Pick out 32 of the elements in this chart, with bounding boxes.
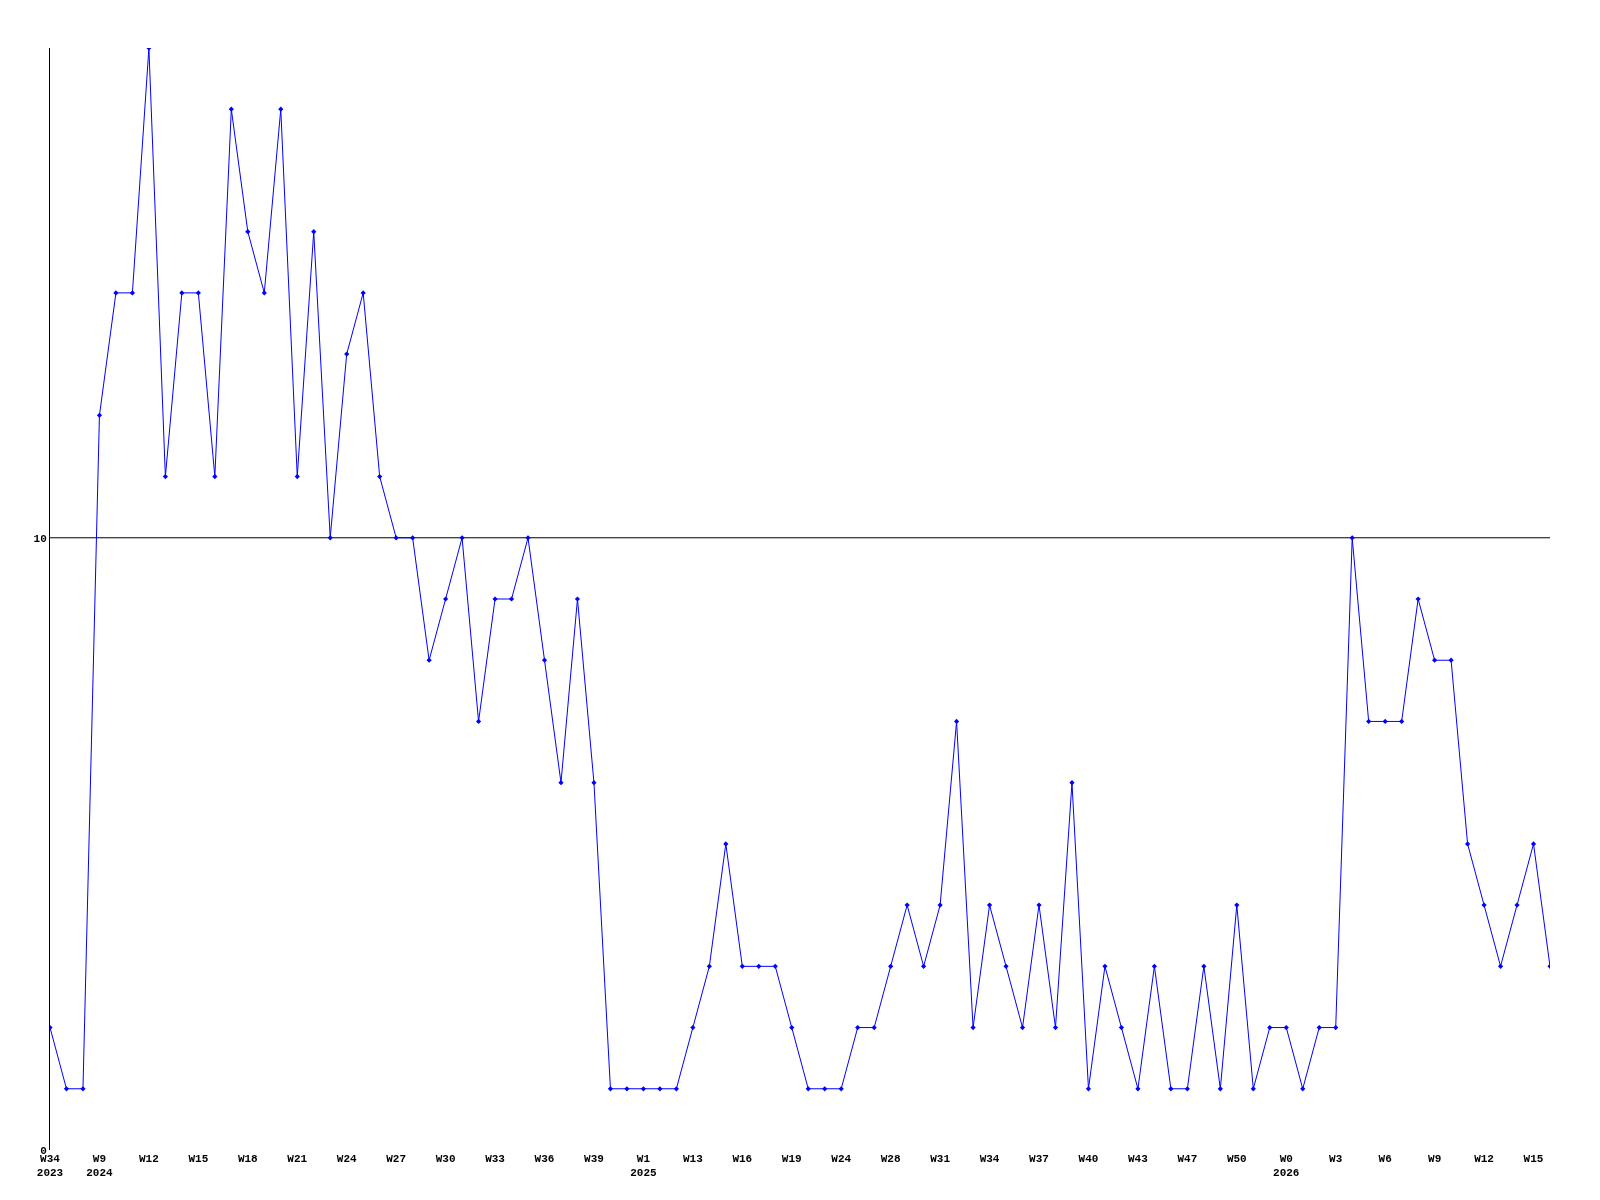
x-tick-label: W24 [336, 1153, 357, 1165]
x-tick-label: W39 [584, 1153, 604, 1165]
x-tick-label: W19 [781, 1153, 802, 1165]
x-tick-label: W3 [1329, 1153, 1343, 1165]
x-tick-label: W18 [237, 1153, 259, 1165]
x-tick-label: W27 [386, 1153, 407, 1165]
x-tick-label: W40 [1078, 1153, 1099, 1165]
x-tick-label: W34 2023 [36, 1153, 64, 1180]
x-tick-label: W36 [534, 1153, 555, 1165]
x-tick-label: W43 [1128, 1153, 1149, 1165]
x-tick-label: W6 [1378, 1153, 1392, 1165]
x-tick-label: W34 [979, 1153, 1000, 1165]
x-tick-label: W21 [287, 1153, 308, 1165]
x-tick-label: W31 [930, 1153, 951, 1165]
x-tick-label: W47 [1177, 1153, 1198, 1165]
y-tick-label: 10 [33, 532, 47, 545]
x-tick-label: W33 [485, 1153, 506, 1165]
x-tick-label: W16 [732, 1153, 753, 1165]
x-tick-label: W12 [1474, 1153, 1494, 1165]
x-tick-label: W15 [188, 1153, 209, 1165]
x-tick-label: W50 [1226, 1153, 1247, 1165]
x-tick-label: W9 [1428, 1153, 1442, 1165]
x-tick-label: W9 2024 [86, 1153, 114, 1180]
x-tick-label: W13 [682, 1153, 704, 1165]
x-tick-label: W15 [1523, 1153, 1544, 1165]
x-tick-label: W24 [831, 1153, 852, 1165]
x-tick-label: W28 [880, 1153, 901, 1165]
x-tick-label: W1 2025 [630, 1153, 658, 1180]
x-tick-label: W30 [435, 1153, 456, 1165]
x-tick-label: W0 2026 [1273, 1153, 1300, 1180]
x-tick-label: W12 [138, 1153, 159, 1165]
x-tick-label: W37 [1029, 1153, 1049, 1165]
